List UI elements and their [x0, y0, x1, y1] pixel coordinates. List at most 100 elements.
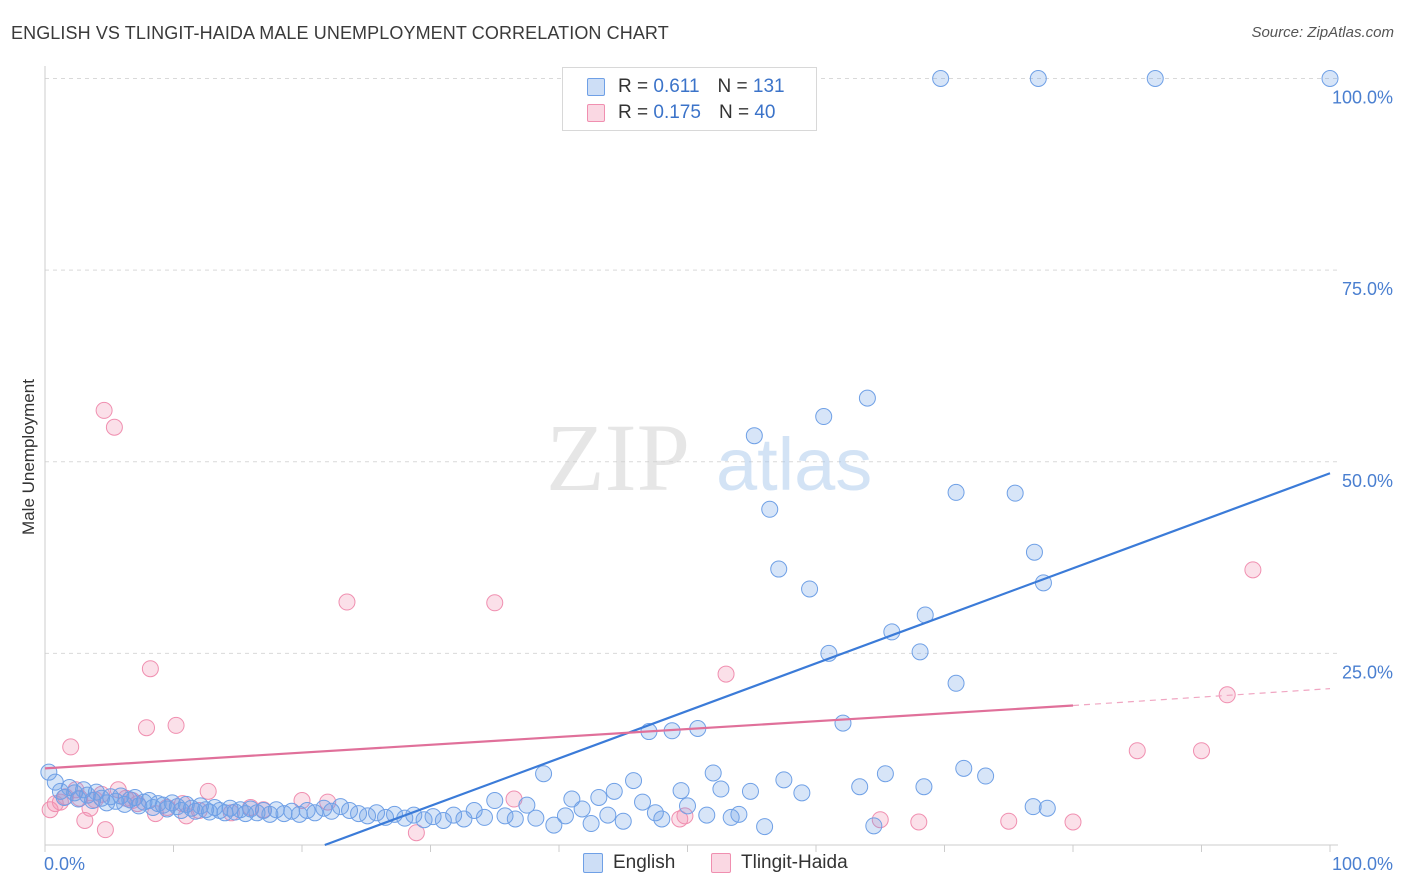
legend-n-label: N =	[718, 102, 750, 123]
data-point	[96, 821, 114, 839]
x-tick-label: 0.0%	[44, 854, 85, 874]
data-point	[55, 788, 73, 806]
data-point	[141, 660, 159, 678]
data-point	[741, 782, 759, 800]
data-point	[199, 782, 217, 800]
data-point	[1218, 686, 1236, 704]
data-point	[834, 714, 852, 732]
data-point	[424, 808, 442, 826]
data-point	[745, 427, 763, 445]
data-point	[871, 811, 889, 829]
data-point	[865, 817, 883, 835]
data-point	[78, 786, 96, 804]
data-point	[1029, 70, 1047, 87]
data-point	[671, 810, 689, 828]
data-point	[545, 816, 563, 834]
y-tick-label: 100.0%	[1332, 88, 1393, 108]
data-point	[445, 806, 463, 824]
source-label: Source: ZipAtlas.com	[1251, 24, 1394, 41]
data-point	[815, 408, 833, 426]
data-point	[712, 780, 730, 798]
data-point	[1024, 798, 1042, 816]
data-point	[911, 643, 929, 661]
correlation-legend: R = 0.611 N = 131 R = 0.175 N = 40	[562, 67, 817, 131]
data-point	[756, 818, 774, 836]
data-point	[107, 792, 125, 810]
data-point	[496, 807, 514, 825]
data-point	[112, 787, 130, 805]
data-point	[932, 70, 950, 87]
data-point	[676, 807, 694, 825]
data-point	[1321, 70, 1339, 87]
data-point	[582, 815, 600, 833]
bottom-legend-tlingit-haida: Tlingit-Haida	[711, 852, 848, 874]
data-point	[801, 580, 819, 598]
data-point	[359, 807, 377, 825]
data-point	[672, 782, 690, 800]
watermark-atlas: atlas	[716, 423, 872, 506]
data-point	[126, 788, 144, 806]
data-point	[1146, 70, 1164, 87]
data-point	[116, 795, 134, 813]
y-axis-label: Male Unemployment	[19, 379, 38, 535]
data-point	[368, 804, 386, 822]
data-point	[947, 483, 965, 501]
data-point	[851, 778, 869, 796]
data-point	[1064, 813, 1082, 831]
data-point	[69, 790, 87, 808]
data-point	[775, 771, 793, 789]
data-point	[486, 594, 504, 612]
watermark: ZIP atlas	[546, 404, 872, 511]
legend-r-value: 0.175	[653, 102, 701, 123]
data-point	[915, 778, 933, 796]
legend-r-value: 0.611	[653, 76, 700, 97]
data-point	[57, 788, 75, 806]
trend-lines	[44, 472, 1331, 847]
legend-r-label: R =	[618, 102, 649, 123]
legend-n-label: N =	[717, 76, 748, 97]
data-point	[465, 802, 483, 820]
chart-title: ENGLISH VS TLINGIT-HAIDA MALE UNEMPLOYME…	[11, 23, 669, 43]
data-point	[248, 804, 266, 822]
data-point	[138, 719, 156, 737]
data-point	[167, 716, 185, 734]
data-point	[475, 808, 493, 826]
data-point	[535, 765, 553, 783]
data-point	[105, 418, 123, 436]
data-point	[1193, 742, 1210, 760]
data-point	[415, 811, 433, 829]
data-point	[653, 810, 671, 828]
data-point	[434, 811, 452, 829]
bottom-legend-english: English	[583, 852, 675, 874]
legend-n-value: 40	[754, 102, 776, 123]
data-point	[977, 767, 995, 785]
data-point	[646, 804, 664, 822]
data-point	[60, 779, 78, 797]
data-point	[1244, 561, 1262, 579]
data-point	[614, 812, 632, 830]
legend-swatch-english	[587, 78, 605, 96]
data-point	[486, 792, 504, 810]
data-point	[704, 764, 722, 782]
data-point	[634, 793, 652, 811]
legend-n-value: 131	[752, 76, 785, 97]
data-point	[599, 806, 617, 824]
legend-r-label: R =	[618, 76, 649, 97]
data-point	[556, 807, 574, 825]
series-english	[40, 70, 1339, 836]
data-point	[306, 804, 324, 822]
y-tick-label: 25.0%	[1342, 662, 1393, 682]
data-point	[770, 560, 788, 578]
data-point	[293, 792, 311, 810]
legend-swatch-tlingit-haida	[587, 104, 605, 122]
data-point	[1025, 543, 1043, 561]
data-point	[679, 797, 696, 815]
data-point	[947, 674, 965, 692]
data-point	[93, 789, 111, 807]
data-point	[730, 805, 748, 823]
data-point	[527, 809, 545, 827]
data-point	[910, 813, 928, 831]
data-point	[407, 824, 425, 842]
data-point	[955, 759, 973, 777]
